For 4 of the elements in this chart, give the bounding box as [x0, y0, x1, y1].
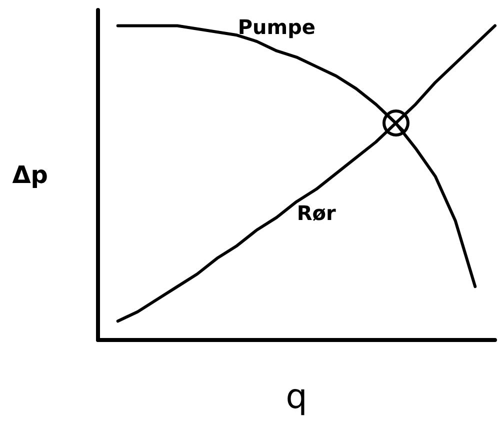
series-label: Rør	[296, 201, 336, 226]
y-axis-title: Δp	[12, 161, 48, 189]
x-axis-title: q	[286, 377, 308, 417]
series-label: Pumpe	[238, 14, 316, 39]
